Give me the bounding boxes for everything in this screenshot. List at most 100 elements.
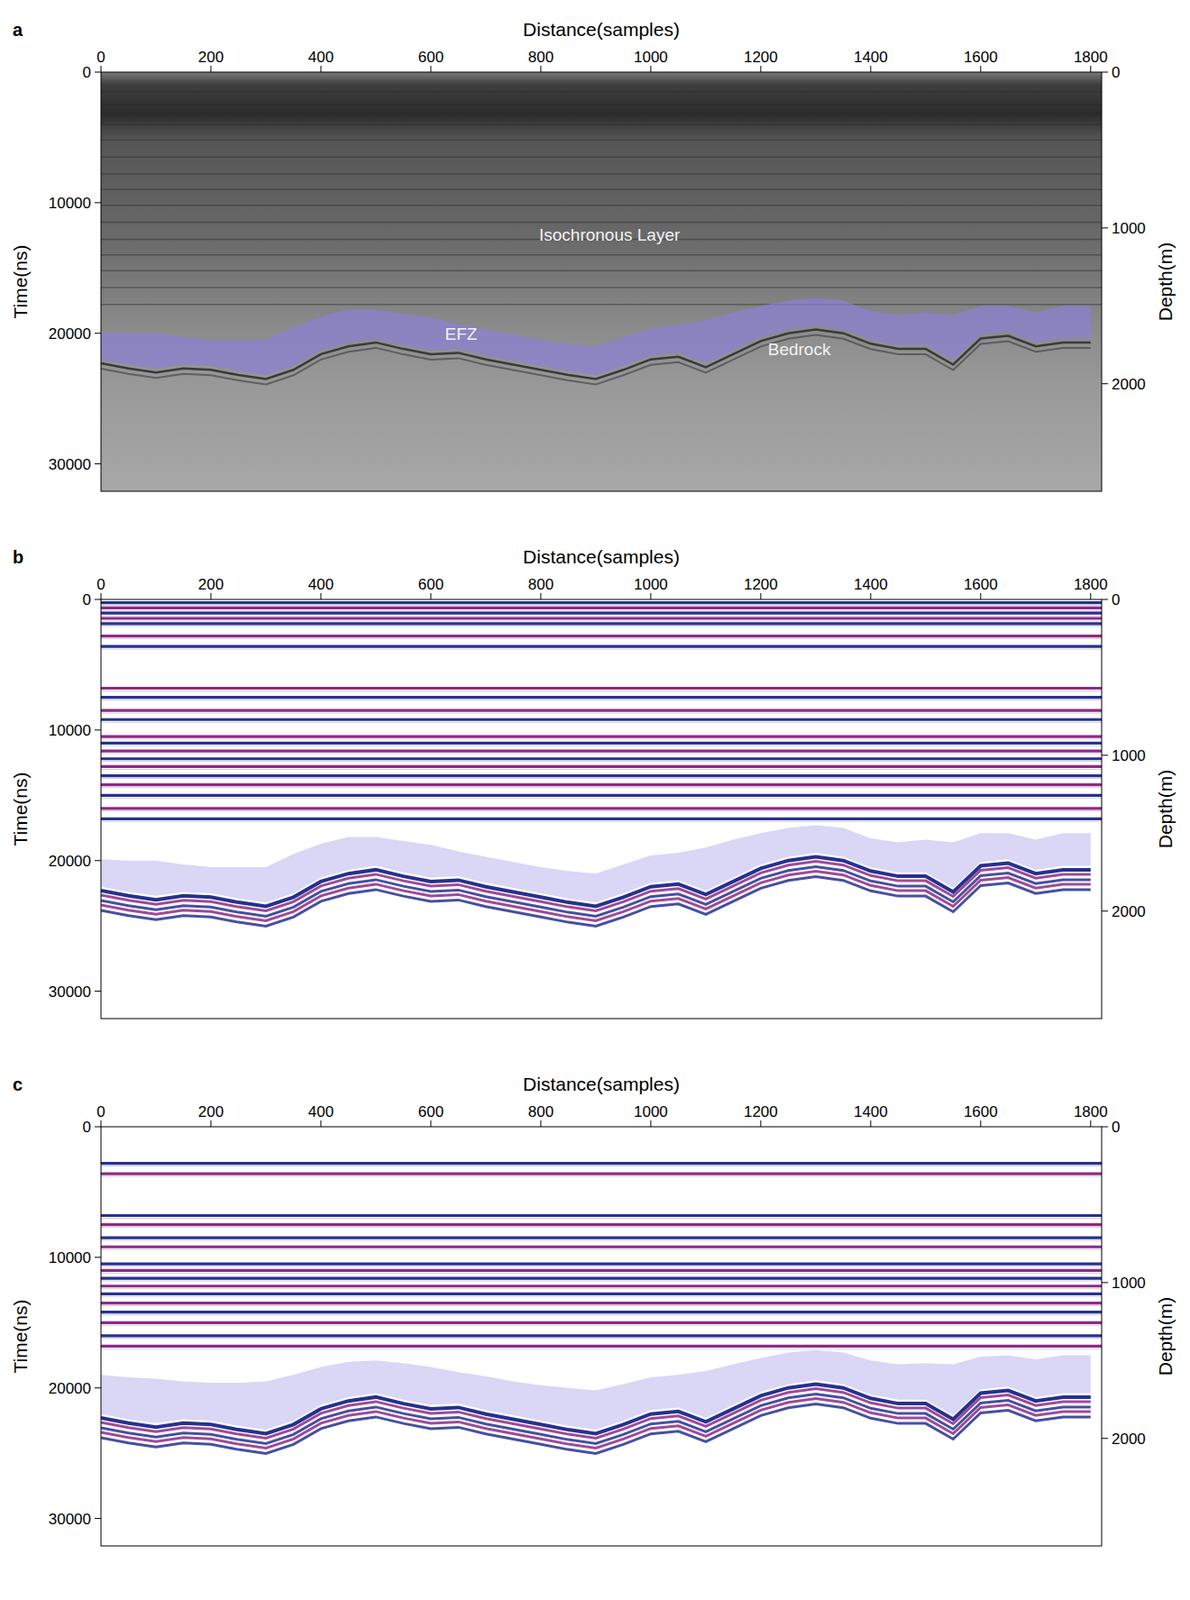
x-tick [430,1120,431,1127]
annotation: Bedrock [768,339,832,359]
layer-shade [100,1272,1102,1274]
bedrock [100,329,1091,379]
x-tick [1089,65,1091,73]
data-group [100,603,1102,927]
y2-tick [1101,754,1108,756]
x-tick [1089,593,1091,600]
layer-shade [100,821,1102,823]
layer-shade [100,1249,1102,1251]
x-tick-label: 1800 [1073,1103,1108,1121]
layer-shade [100,699,1102,701]
layer-shade [100,615,1102,617]
y2-axis-title: Depth(m) [1154,1297,1176,1377]
x-tick-label: 800 [528,48,554,66]
x-tick-label: 200 [198,576,224,594]
x-tick [430,593,431,600]
x-tick [759,65,761,73]
bedrock-echo [100,870,1091,921]
plot-background [100,1126,1102,1547]
y2-tick-label: 2000 [1111,375,1146,394]
y-tick [94,1387,101,1389]
layer-shade [100,1348,1102,1350]
x-tick-label: 1000 [633,48,669,66]
x-tick-label: 1400 [853,576,888,594]
layer-shade [100,649,1102,650]
layer [100,254,1102,257]
layer-shade [100,797,1102,799]
x-tick-label: 1600 [963,48,998,66]
layer [100,794,1102,797]
layer [100,1162,1102,1165]
layer [100,189,1102,192]
y-tick-label: 20000 [48,852,92,870]
y-tick [94,990,101,992]
layer [100,103,1102,106]
layer [100,1276,1102,1280]
x-tick-label: 1200 [743,48,779,66]
layer [100,1321,1102,1325]
y-tick [94,463,101,465]
x-tick [320,593,321,600]
x-tick [100,65,102,73]
layer [100,606,1102,610]
x-tick-label: 400 [308,576,334,594]
x-tick-label: 1600 [963,1103,998,1121]
x-tick [100,1120,102,1127]
x-tick [540,1120,541,1127]
layer-shade [100,1266,1102,1268]
layer [100,286,1102,289]
y-tick-label: 20000 [48,325,92,343]
layer [100,806,1102,810]
layer [100,622,1102,625]
x-tick-label: 400 [308,48,334,66]
x-tick-label: 0 [96,1103,105,1121]
data-group [100,1163,1102,1455]
layer [100,757,1102,760]
layer [100,269,1102,272]
layer-shade [100,1288,1102,1290]
layer [100,695,1102,699]
layer-shade [100,610,1102,612]
layer [100,1269,1102,1273]
layer [100,1284,1102,1288]
layer [100,735,1102,739]
y2-axis-title: Depth(m) [1154,242,1176,322]
y2-tick-label: 0 [1111,591,1120,609]
x-tick-label: 0 [96,576,105,594]
x-tick-label: 1200 [743,576,779,594]
layer [100,173,1102,175]
annotation: EFZ [445,324,478,344]
layer [100,645,1102,649]
layer-shade [100,625,1102,627]
x-tick [869,593,871,600]
layer [100,749,1102,752]
layer-shade [100,1226,1102,1228]
x-tick [869,1120,871,1127]
layer-shade [100,768,1102,770]
x-tick [649,1120,651,1127]
y2-tick [1101,1437,1108,1439]
y-tick [94,1518,101,1520]
x-tick-label: 600 [418,48,444,66]
layer [100,774,1102,778]
layer [100,123,1102,126]
x-tick [869,65,871,73]
layer [100,1334,1102,1337]
layer [100,634,1102,638]
y2-tick-label: 1000 [1111,219,1146,238]
x-tick-label: 1400 [853,1103,888,1121]
layer [100,817,1102,821]
layer [100,139,1102,142]
x-tick-label: 800 [528,1103,554,1121]
layer [100,1310,1102,1314]
y2-axis-title: Depth(m) [1154,769,1176,850]
layer [100,686,1102,690]
x-tick [320,1120,321,1127]
data-group [100,91,1102,385]
layer-shade [100,739,1102,741]
layer-shade [100,1337,1102,1339]
layer [100,783,1102,787]
layer-shade [100,722,1102,724]
bedrock-echo [100,1393,1091,1444]
y2-tick-label: 0 [1111,64,1120,82]
